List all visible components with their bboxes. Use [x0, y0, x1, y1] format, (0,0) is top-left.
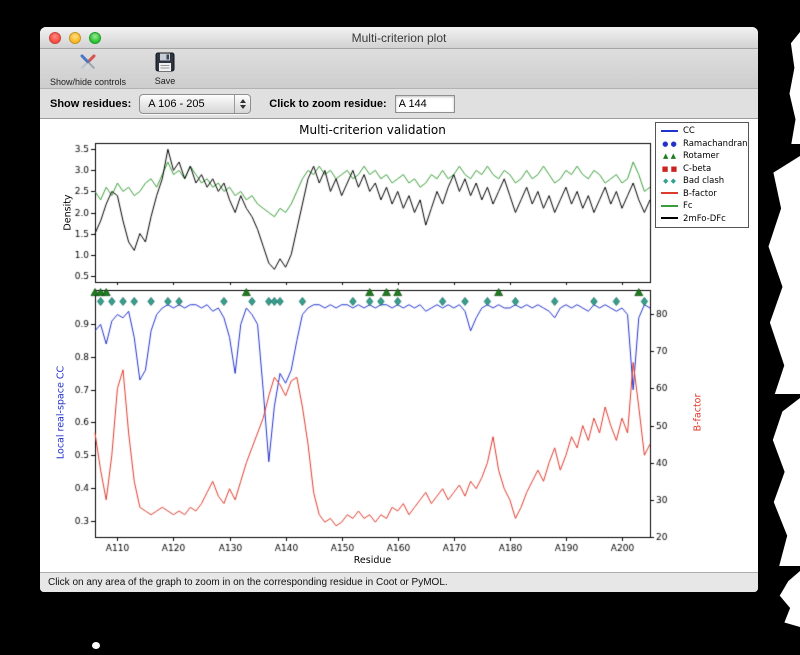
white-artifact — [772, 398, 800, 566]
validation-plot-canvas[interactable] — [40, 119, 758, 572]
legend-entry: B-factor — [660, 188, 744, 201]
legend-line-swatch — [660, 214, 679, 224]
legend-square-icon: ■ ■ — [661, 164, 678, 173]
legend-label: Bad clash — [683, 176, 725, 187]
stepper-up-icon — [239, 98, 246, 103]
stepper-down-icon — [239, 104, 246, 109]
legend-label: CC — [683, 126, 695, 137]
title-bar: Multi-criterion plot — [40, 27, 758, 49]
density-axis-label: Density — [62, 194, 74, 231]
tools-icon — [76, 50, 100, 76]
legend-line-swatch — [660, 201, 679, 211]
legend-circle-icon: ● ● — [662, 139, 677, 148]
traffic-lights — [49, 32, 101, 44]
status-text: Click on any area of the graph to zoom i… — [48, 577, 448, 588]
save-label: Save — [154, 76, 176, 86]
legend-label: 2mFo-DFc — [683, 213, 726, 224]
legend-entry: ● ● Ramachandran — [660, 138, 747, 151]
legend-label: Ramachandran — [683, 138, 748, 149]
residue-axis-label: Residue — [353, 555, 392, 566]
white-artifact — [779, 571, 800, 627]
legend-label: Rotamer — [683, 151, 720, 162]
legend-triangle-icon: ▲ ▲ — [663, 152, 676, 161]
residue-range-value: A 106 - 205 — [148, 97, 205, 110]
zoom-residue-input[interactable] — [394, 94, 455, 113]
residue-range-select[interactable]: A 106 - 205 — [139, 93, 252, 114]
chart-title: Multi-criterion validation — [299, 123, 446, 137]
legend-line-swatch — [660, 189, 679, 199]
stepper-icon — [234, 94, 250, 113]
legend-entry: 2mFo-DFc — [660, 213, 744, 226]
show-hide-controls-label: Show/hide controls — [50, 77, 127, 87]
plot-area: Multi-criterion validation Density Local… — [40, 119, 758, 572]
show-hide-controls-button[interactable]: Show/hide controls — [50, 50, 126, 87]
white-artifact — [789, 32, 800, 144]
white-artifact — [768, 156, 800, 394]
window-title: Multi-criterion plot — [351, 30, 447, 45]
minimize-button[interactable] — [69, 32, 81, 44]
controls-bar: Show residues: A 106 - 205 Click to zoom… — [40, 89, 758, 119]
status-bar: Click on any area of the graph to zoom i… — [40, 572, 758, 592]
zoom-window-button[interactable] — [89, 32, 101, 44]
legend-entry: ▲ ▲ Rotamer — [660, 150, 744, 163]
save-button[interactable]: Save — [154, 51, 176, 86]
close-button[interactable] — [49, 32, 61, 44]
legend-label: C-beta — [683, 163, 712, 174]
white-artifact — [92, 642, 100, 649]
legend-label: B-factor — [683, 188, 717, 199]
legend-line-swatch — [660, 126, 679, 136]
show-residues-label: Show residues: — [50, 97, 132, 110]
toolbar: Show/hide controls Save — [40, 49, 758, 89]
legend-entry: Fc — [660, 200, 744, 213]
legend-label: Fc — [683, 201, 693, 212]
legend-diamond-icon: ◆ ◆ — [663, 177, 676, 186]
zoom-residue-label: Click to zoom residue: — [269, 97, 387, 110]
legend-entry: ■ ■ C-beta — [660, 163, 744, 176]
plot-legend: CC ● ● Ramachandran ▲ ▲ Rotamer ■ ■ C-beta ◆ ◆ B… — [655, 122, 749, 228]
multi-criterion-plot-window: Multi-criterion plot Show/hide controls — [40, 27, 758, 592]
legend-entry: ◆ ◆ Bad clash — [660, 175, 744, 188]
save-icon — [154, 51, 176, 75]
bfactor-axis-label: B-factor — [692, 393, 704, 432]
legend-entry: CC — [660, 125, 744, 138]
cc-axis-label: Local real-space CC — [55, 365, 67, 460]
